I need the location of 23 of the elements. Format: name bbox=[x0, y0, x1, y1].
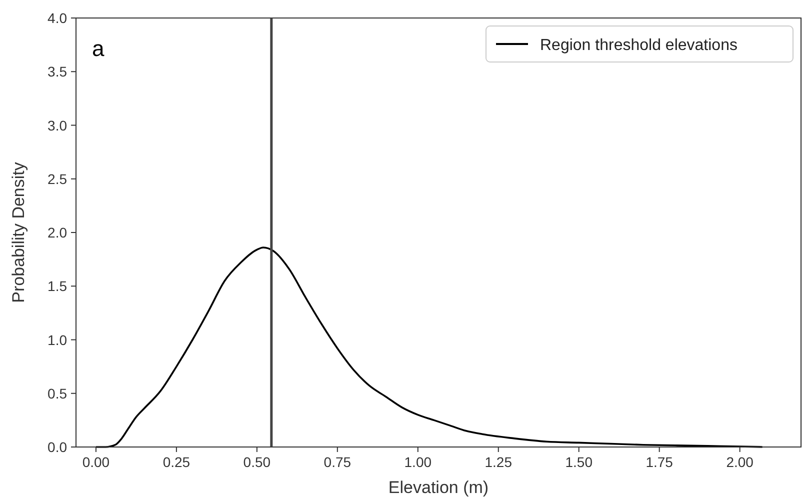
annotation: a bbox=[92, 36, 105, 61]
y-tick-label: 0.5 bbox=[48, 385, 68, 402]
y-tick-label: 1.0 bbox=[48, 332, 68, 348]
legend-label: Region threshold elevations bbox=[540, 37, 738, 54]
y-tick-label: 3.5 bbox=[48, 64, 68, 80]
x-tick-label: 2.00 bbox=[726, 454, 754, 470]
x-tick-label: 1.50 bbox=[565, 454, 593, 470]
y-tick-label: 3.0 bbox=[48, 117, 68, 134]
x-tick-label: 0.50 bbox=[243, 454, 271, 470]
x-axis-title: Elevation (m) bbox=[388, 478, 489, 497]
line-series bbox=[95, 246, 764, 448]
x-tick-label: 1.75 bbox=[646, 454, 674, 470]
y-tick-label: 4.0 bbox=[48, 10, 68, 26]
x-tick-label: 0.75 bbox=[324, 454, 352, 470]
x-tick-label: 0.00 bbox=[82, 454, 110, 470]
y-tick-label: 2.5 bbox=[48, 170, 68, 187]
x-tick-label: 1.00 bbox=[404, 454, 432, 470]
x-tick-label: 1.25 bbox=[484, 454, 512, 470]
x-tick-label: 0.25 bbox=[162, 454, 190, 470]
y-axis-title: Probability Density bbox=[9, 162, 28, 303]
y-tick-label: 2.0 bbox=[48, 224, 68, 240]
y-tick-label: 1.5 bbox=[48, 278, 68, 294]
y-tick-label: 0.0 bbox=[48, 439, 68, 455]
